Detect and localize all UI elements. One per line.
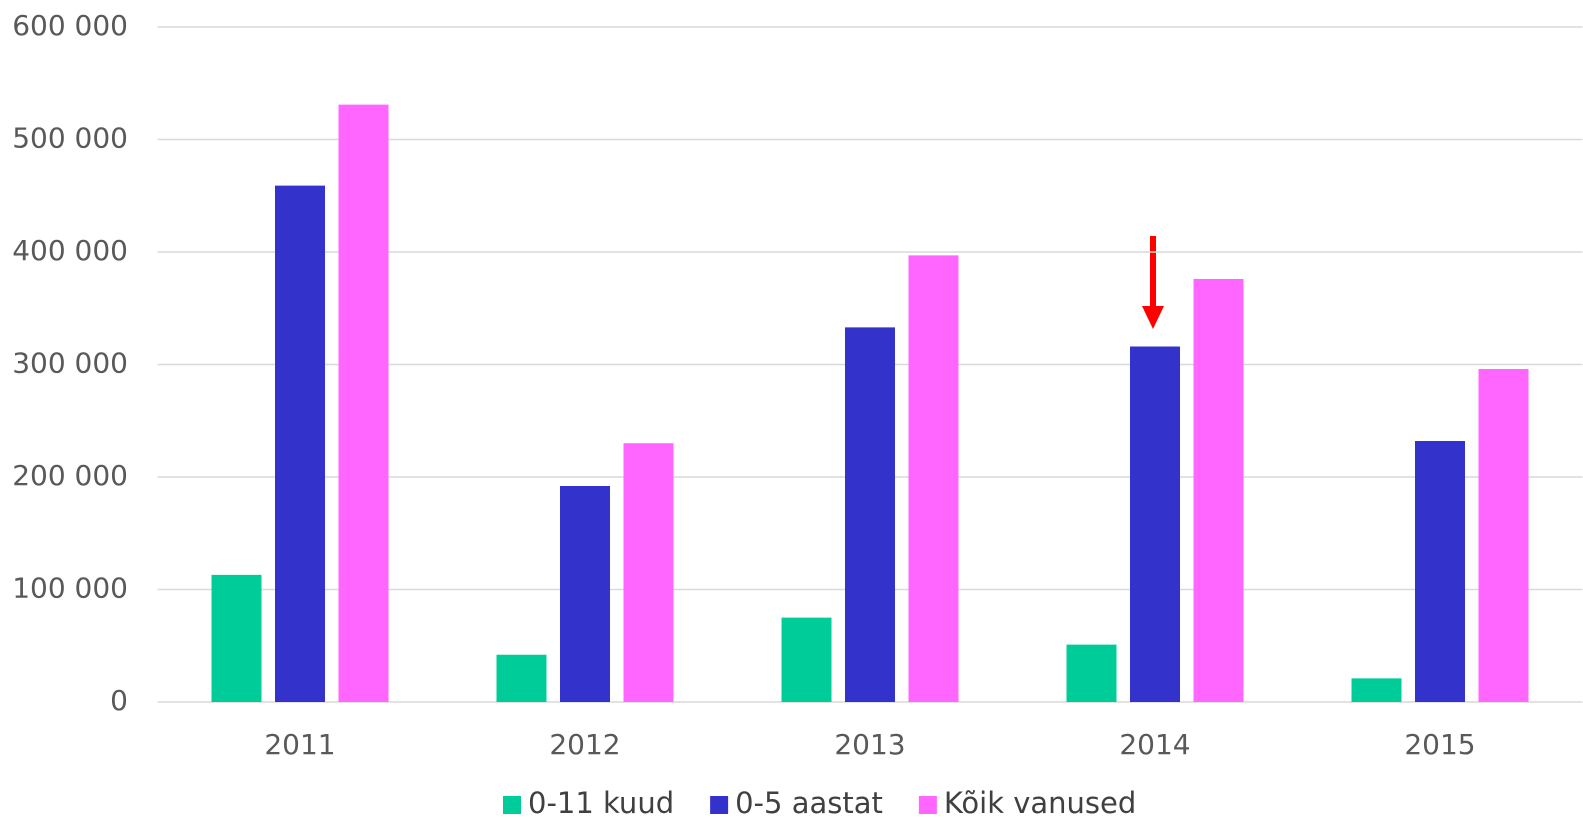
legend-label: 0-5 aastat xyxy=(735,786,883,820)
bar xyxy=(1066,644,1117,702)
legend-swatch xyxy=(710,796,729,814)
bar xyxy=(211,574,262,702)
bar xyxy=(1193,279,1244,702)
bar xyxy=(781,617,832,702)
y-tick-label: 400 000 xyxy=(12,234,128,267)
y-tick-label: 100 000 xyxy=(12,572,128,605)
bar xyxy=(275,185,325,702)
y-tick-label: 500 000 xyxy=(12,122,128,155)
bar xyxy=(1415,441,1465,702)
bar xyxy=(623,443,674,702)
bar xyxy=(496,654,547,702)
bar xyxy=(908,255,959,702)
y-tick-label: 0 xyxy=(110,684,128,717)
x-tick-label: 2013 xyxy=(834,728,905,761)
x-tick-label: 2015 xyxy=(1404,728,1475,761)
y-tick-label: 200 000 xyxy=(12,459,128,492)
annotation-arrow xyxy=(1142,236,1164,329)
legend-swatch xyxy=(918,796,937,814)
bar xyxy=(1478,369,1529,702)
y-tick-label: 600 000 xyxy=(12,9,128,42)
bar xyxy=(1351,678,1402,702)
x-tick-label: 2012 xyxy=(549,728,620,761)
legend-label: 0-11 kuud xyxy=(528,786,674,820)
x-tick-label: 2011 xyxy=(264,728,335,761)
bar xyxy=(845,327,895,702)
legend-label: Kõik vanused xyxy=(944,786,1136,820)
bar xyxy=(560,486,610,702)
bar xyxy=(1130,346,1180,702)
y-tick-label: 300 000 xyxy=(12,347,128,380)
legend-swatch xyxy=(503,796,521,814)
bar xyxy=(338,104,389,702)
x-tick-label: 2014 xyxy=(1119,728,1190,761)
